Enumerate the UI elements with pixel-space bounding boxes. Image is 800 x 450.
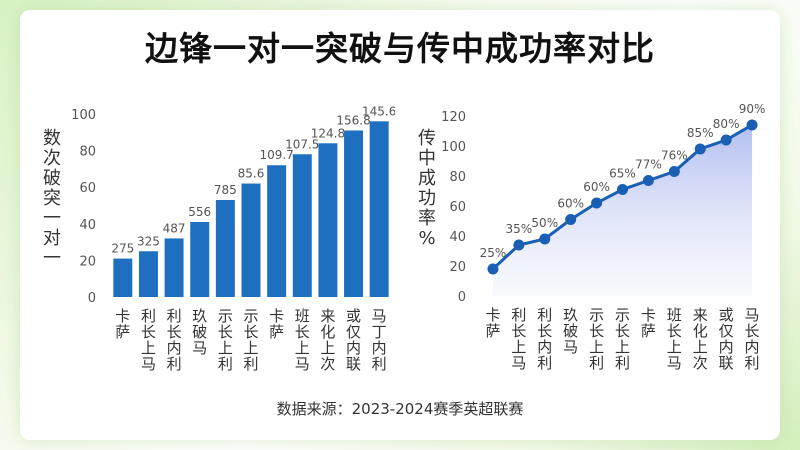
bar (138, 251, 158, 297)
y-tick-label: 40 (79, 218, 96, 233)
data-label: 60% (557, 197, 584, 211)
data-label: 145.6 (362, 104, 395, 118)
data-label: 85% (687, 126, 714, 140)
bar (164, 238, 184, 297)
data-label: 50% (531, 216, 558, 230)
data-label: 90% (739, 102, 766, 116)
data-label: 325 (137, 234, 160, 248)
x-tick-label: 或仅内联 (346, 307, 361, 373)
bar (344, 130, 364, 297)
data-point (617, 184, 628, 195)
x-tick-label: 来化上次 (320, 307, 335, 373)
bar (318, 143, 338, 297)
data-label: 76% (661, 149, 688, 163)
chart-title: 边锋一对一突破与传中成功率对比 (145, 29, 655, 68)
data-label: 107.5 (285, 137, 319, 151)
x-tick-label: 利长上马 (511, 306, 526, 372)
x-tick-label: 利长内利 (537, 306, 552, 372)
bar-chart-panel: 数次破突一对一 0 20 40 60 80 100 275 325 487 556 785 85.6 10… (10, 92, 396, 392)
x-tick-label: 示长上利 (243, 307, 258, 373)
x-tick-label: 利长上马 (141, 307, 156, 373)
data-label: 77% (635, 158, 662, 172)
bar (241, 183, 261, 297)
y-tick-label: 80 (449, 170, 466, 185)
bar (292, 154, 312, 297)
data-label: 109.7 (259, 148, 293, 162)
x-tick-label: 卡萨 (269, 307, 284, 341)
y-tick-label: 100 (71, 108, 96, 123)
data-label: 85.6 (238, 167, 265, 181)
y-tick-label: 0 (458, 290, 466, 305)
data-source: 数据来源：2023-2024赛季英超联赛 (276, 400, 524, 418)
data-label: 80% (713, 117, 740, 131)
data-label: 487 (163, 221, 186, 235)
x-tick-label: 班长上马 (295, 307, 310, 373)
x-tick-label: 班长上马 (667, 306, 682, 372)
bar (369, 121, 389, 297)
data-point (539, 233, 551, 245)
data-label: 556 (188, 205, 211, 219)
data-point (720, 134, 732, 146)
x-tick-label: 示长上利 (218, 307, 233, 373)
bar (267, 165, 287, 297)
x-tick-label: 马长内利 (745, 306, 760, 372)
data-point (642, 175, 654, 186)
x-tick-label: 卡萨 (641, 306, 656, 340)
y-tick-label: 60 (79, 181, 96, 196)
data-point (565, 214, 577, 225)
data-label: 65% (609, 167, 636, 181)
data-point (513, 239, 525, 251)
data-label: 785 (214, 183, 237, 197)
y-tick-label: 20 (79, 254, 96, 269)
bar (113, 258, 133, 297)
x-tick-label: 卡萨 (485, 306, 500, 340)
data-point (746, 119, 758, 131)
y-axis-label: 传中成功率% (418, 128, 436, 249)
data-label: 156.8 (336, 113, 370, 127)
data-point (668, 166, 680, 177)
x-tick-label: 马丁内利 (372, 307, 387, 373)
data-point (591, 197, 603, 209)
data-label: 124.8 (311, 126, 345, 140)
y-axis-label: 数次破突一对一 (43, 128, 61, 269)
x-tick-label: 或仅内联 (719, 306, 734, 372)
data-label: 60% (583, 180, 610, 194)
data-point (694, 143, 706, 155)
x-tick-label: 卡萨 (115, 307, 130, 341)
y-tick-label: 80 (79, 145, 96, 160)
x-tick-label: 来化上次 (693, 306, 708, 372)
data-label: 25% (480, 246, 507, 260)
x-tick-label: 示长上利 (615, 306, 630, 372)
y-tick-label: 40 (449, 230, 466, 245)
y-tick-label: 100 (441, 140, 466, 155)
x-tick-label: 玖破马 (563, 306, 578, 356)
data-point (487, 263, 499, 275)
area-chart-panel: 传中成功率% 0 20 40 60 80 100 120 25% 35% 50% 60% 60% 65% 7… (405, 92, 790, 392)
y-tick-label: 0 (88, 291, 96, 306)
y-tick-label: 120 (441, 110, 466, 125)
x-tick-label: 示长上利 (589, 306, 604, 372)
x-tick-label: 利长内利 (167, 307, 182, 373)
data-label: 35% (506, 222, 533, 236)
bar (190, 221, 210, 297)
data-label: 275 (111, 242, 134, 256)
x-tick-label: 玖破马 (192, 307, 207, 357)
bar (215, 200, 235, 297)
area-fill (492, 125, 753, 296)
y-tick-label: 60 (449, 200, 466, 215)
y-tick-label: 20 (449, 260, 466, 275)
